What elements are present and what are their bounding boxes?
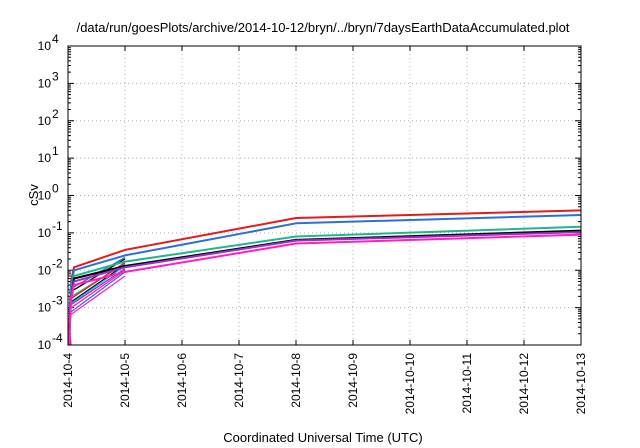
x-tick-label: 2014-10-13 <box>574 353 588 415</box>
y-tick-label: 10 <box>38 263 52 277</box>
y-tick-exponent: 1 <box>52 144 59 158</box>
x-tick-label: 2014-10-12 <box>517 353 531 415</box>
y-tick-label: 10 <box>38 189 52 203</box>
series-fragment <box>68 265 126 306</box>
x-tick-label: 2014-10-9 <box>346 353 360 408</box>
y-tick-label: 10 <box>38 226 52 240</box>
x-axis: 2014-10-4 2014-10-5 2014-10-6 2014-10-7 2014… <box>61 46 588 414</box>
y-tick-label: 10 <box>38 338 52 352</box>
series-fragment <box>68 269 126 310</box>
y-tick-exponent: -2 <box>52 256 63 270</box>
y-tick-label: 10 <box>38 39 52 53</box>
y-tick-exponent: 3 <box>52 69 59 83</box>
y-tick-exponent: 0 <box>52 182 59 196</box>
y-tick-label: 10 <box>38 114 52 128</box>
y-tick-exponent: -4 <box>52 331 63 345</box>
y-axis-label: cSv <box>26 184 41 206</box>
series-layer <box>68 209 582 346</box>
series-fragment <box>68 275 126 317</box>
y-tick-label: 10 <box>38 301 52 315</box>
x-tick-label: 2014-10-5 <box>118 353 132 408</box>
x-tick-label: 2014-10-7 <box>232 353 246 408</box>
series-fragment <box>68 264 126 304</box>
plot-frame <box>67 45 582 346</box>
x-tick-label: 2014-10-4 <box>61 353 75 408</box>
series-line <box>68 233 582 346</box>
y-tick-label: 10 <box>38 76 52 90</box>
x-tick-label: 2014-10-11 <box>460 353 474 414</box>
y-tick-exponent: -3 <box>52 294 63 308</box>
y-tick-exponent: 2 <box>52 107 59 121</box>
chart-title: /data/run/goesPlots/archive/2014-10-12/b… <box>77 20 570 35</box>
y-tick-exponent: 4 <box>52 32 59 46</box>
y-tick-exponent: -1 <box>52 219 63 233</box>
grid <box>68 46 581 345</box>
x-tick-label: 2014-10-10 <box>403 353 417 415</box>
x-tick-label: 2014-10-6 <box>175 353 189 408</box>
x-axis-label: Coordinated Universal Time (UTC) <box>223 430 422 445</box>
x-tick-label: 2014-10-8 <box>289 353 303 408</box>
series-fragment <box>68 271 126 314</box>
y-tick-label: 10 <box>38 151 52 165</box>
